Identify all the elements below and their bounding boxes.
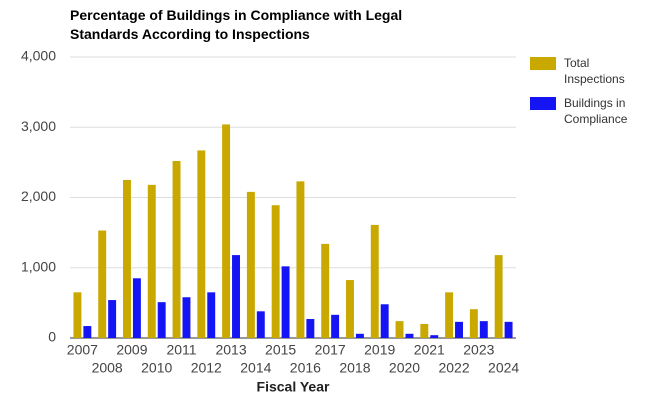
legend-swatch xyxy=(530,57,556,70)
y-tick-label: 4,000 xyxy=(21,48,56,64)
bar xyxy=(504,321,513,338)
bar xyxy=(108,300,117,338)
bar xyxy=(455,321,463,338)
x-tick-label: 2016 xyxy=(290,360,321,376)
bar xyxy=(83,326,92,338)
bar xyxy=(370,224,379,338)
bar xyxy=(346,280,354,338)
bar xyxy=(469,309,478,338)
x-tick-label: 2014 xyxy=(240,360,271,376)
x-tick-label: 2008 xyxy=(92,360,123,376)
legend-item: Buildings in Compliance xyxy=(530,95,650,127)
y-tick-label: 1,000 xyxy=(21,258,56,274)
x-tick-label: 2020 xyxy=(389,360,420,376)
x-tick-label: 2021 xyxy=(414,342,445,358)
bar xyxy=(281,266,290,338)
bar xyxy=(132,278,141,338)
bar xyxy=(172,160,181,338)
y-tick-label: 3,000 xyxy=(21,118,56,134)
x-tick-label: 2009 xyxy=(116,342,147,358)
legend-label: Buildings in Compliance xyxy=(564,96,628,126)
bar xyxy=(479,321,488,338)
legend-swatch xyxy=(530,97,556,110)
x-tick-label: 2022 xyxy=(438,360,469,376)
bar xyxy=(246,191,255,338)
bar xyxy=(73,292,82,338)
x-tick-label: 2015 xyxy=(265,342,296,358)
x-tick-label: 2010 xyxy=(141,360,172,376)
bar xyxy=(157,302,166,338)
bar xyxy=(430,335,439,338)
bar xyxy=(197,150,206,338)
bar xyxy=(232,255,240,338)
bar xyxy=(222,124,231,338)
bar xyxy=(405,333,414,338)
x-tick-label: 2017 xyxy=(315,342,346,358)
y-tick-label: 0 xyxy=(48,329,56,345)
bar xyxy=(123,179,131,338)
bar xyxy=(355,333,364,338)
x-tick-label: 2012 xyxy=(191,360,222,376)
chart-title: Percentage of Buildings in Compliance wi… xyxy=(70,7,403,42)
y-tick-label: 2,000 xyxy=(21,188,56,204)
bar xyxy=(271,205,280,338)
bar xyxy=(420,323,429,338)
legend-label: Total Inspections xyxy=(564,56,625,86)
legend-item: Total Inspections xyxy=(530,55,650,87)
x-tick-label: 2013 xyxy=(215,342,246,358)
bar xyxy=(207,292,216,338)
bar xyxy=(380,304,389,338)
bar xyxy=(494,255,503,338)
bar xyxy=(306,319,315,338)
bar xyxy=(331,314,340,338)
bar xyxy=(147,184,156,338)
bar xyxy=(182,297,191,338)
bar xyxy=(321,243,330,338)
bar xyxy=(98,230,107,338)
x-tick-label: 2011 xyxy=(166,342,196,358)
x-tick-label: 2007 xyxy=(67,342,98,358)
x-tick-label: 2024 xyxy=(488,360,519,376)
bar xyxy=(395,321,404,338)
x-tick-label: 2018 xyxy=(339,360,370,376)
x-axis-title: Fiscal Year xyxy=(257,379,330,395)
bar xyxy=(445,292,454,338)
bar xyxy=(296,181,305,338)
x-tick-label: 2019 xyxy=(364,342,395,358)
bar xyxy=(256,311,265,338)
x-tick-label: 2023 xyxy=(463,342,494,358)
